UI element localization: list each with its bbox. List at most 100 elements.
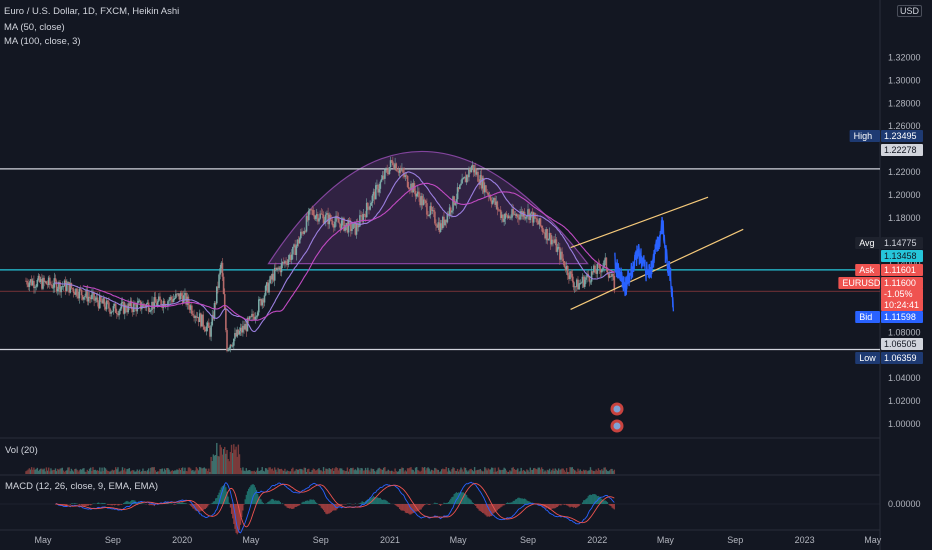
x-tick-label: May xyxy=(34,535,52,545)
macd-histogram-bar xyxy=(434,502,436,504)
candle-body xyxy=(256,312,259,317)
volume-bar xyxy=(362,470,365,474)
price-labels: 1.23495 High 1.22278 1.14775 Avg 1.13458 1.116… xyxy=(838,130,923,364)
candle-body xyxy=(355,223,358,235)
macd-histogram-bar xyxy=(573,504,576,508)
volume-bar xyxy=(95,470,98,474)
volume-bar xyxy=(370,468,372,474)
macd-histogram-bar xyxy=(604,500,606,504)
macd-histogram-bar xyxy=(500,504,502,508)
macd-histogram-bar xyxy=(470,500,472,504)
volume-bar xyxy=(445,467,447,474)
candle-body xyxy=(130,300,133,310)
candle-body xyxy=(430,206,433,211)
volume-bar xyxy=(38,469,41,474)
candle-body xyxy=(370,202,373,206)
candle-body xyxy=(432,210,435,212)
macd-histogram-bar xyxy=(399,504,401,510)
volume-bar xyxy=(102,471,104,474)
candle-body xyxy=(552,239,554,241)
candle-body xyxy=(514,213,517,216)
candle-body xyxy=(523,211,526,219)
macd-histogram-bar xyxy=(267,501,269,504)
macd-histogram-bar xyxy=(221,486,224,504)
candle-body xyxy=(485,185,487,192)
macd-histogram-bar xyxy=(257,493,259,504)
macd-histogram-bar xyxy=(227,496,229,504)
volume-bar xyxy=(503,467,505,474)
macd-histogram-bar xyxy=(330,504,333,513)
volume-bar xyxy=(386,470,388,474)
candle-body xyxy=(580,282,583,284)
volume-bar xyxy=(579,469,581,474)
volume-bar xyxy=(426,468,428,474)
macd-histogram-bar xyxy=(384,499,386,504)
candle-body xyxy=(459,185,461,190)
volume-bar xyxy=(250,471,252,474)
candle-body xyxy=(452,196,454,211)
macd-histogram-bar xyxy=(555,504,558,508)
candle-body xyxy=(317,214,319,222)
volume-bar xyxy=(513,469,516,474)
candle-body xyxy=(566,265,569,276)
candle-body xyxy=(37,275,40,281)
macd-histogram-bar xyxy=(271,498,274,504)
volume-bar xyxy=(543,471,545,474)
volume-bar xyxy=(328,468,330,474)
volume-bar xyxy=(397,471,400,474)
volume-bar xyxy=(552,468,554,474)
volume-bar xyxy=(419,471,421,474)
volume-bar xyxy=(556,470,559,474)
volume-bar xyxy=(485,468,487,474)
volume-bar xyxy=(128,468,131,474)
candle-body xyxy=(98,295,101,309)
candle-body xyxy=(436,226,438,228)
macd-histogram-bar xyxy=(602,499,604,504)
candle-body xyxy=(105,300,108,310)
volume-bar xyxy=(199,467,201,474)
macd-histogram-bar xyxy=(200,504,202,511)
macd-histogram-bar xyxy=(84,504,86,507)
candle-body xyxy=(496,201,499,210)
volume-bar xyxy=(196,468,199,474)
macd-histogram-bar xyxy=(301,502,303,504)
candle-body xyxy=(217,286,219,288)
y-tick-label: 1.32000 xyxy=(888,53,921,63)
candle-body xyxy=(401,168,403,171)
macd-histogram-bar xyxy=(127,501,129,504)
candle-body xyxy=(265,282,268,287)
price-label-tag xyxy=(855,264,880,276)
macd-histogram-bar xyxy=(550,504,552,510)
candle-body xyxy=(167,301,169,306)
macd-histogram-bar xyxy=(460,491,462,504)
macd-histogram-bar xyxy=(538,504,540,506)
volume-bar xyxy=(530,469,533,474)
candle-body xyxy=(428,215,430,216)
macd-histogram-bar xyxy=(446,502,448,504)
candle-body xyxy=(139,300,142,310)
volume-bar xyxy=(109,471,111,474)
volume-bar xyxy=(153,467,156,474)
price-label-value: 1.11598 xyxy=(884,312,916,322)
macd-histogram-bar xyxy=(464,493,467,504)
macd-histogram-bar xyxy=(483,504,485,514)
macd-histogram-bar xyxy=(149,504,151,506)
macd-histogram-bar xyxy=(309,499,311,504)
candle-body xyxy=(320,213,323,215)
macd-histogram-bar xyxy=(236,504,238,535)
candle-body xyxy=(101,300,103,304)
volume-bar xyxy=(114,467,117,474)
candle-body xyxy=(390,160,393,162)
candle-body xyxy=(544,232,546,239)
candle-body xyxy=(163,300,166,307)
volume-bar xyxy=(467,471,469,474)
macd-histogram-bar xyxy=(454,493,456,504)
macd-histogram-bar xyxy=(575,504,577,509)
candle-body xyxy=(187,296,190,305)
candle-body xyxy=(547,238,550,241)
currency-badge[interactable]: USD xyxy=(896,5,922,17)
macd-histogram-bar xyxy=(610,504,612,507)
volume-bar xyxy=(108,471,110,474)
